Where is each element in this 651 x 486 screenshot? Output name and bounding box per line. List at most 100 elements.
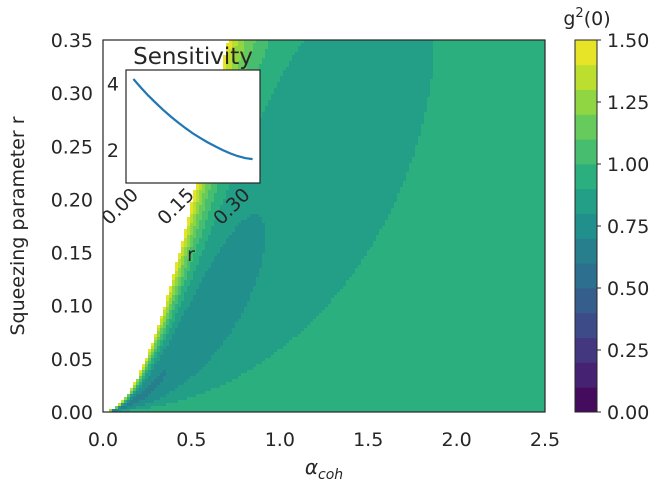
- contour-cell: [373, 244, 545, 248]
- inset-y-axis: 24: [107, 73, 119, 161]
- contour-cell: [229, 49, 236, 53]
- contour-cell: [178, 265, 182, 269]
- colorbar-band: [575, 238, 597, 264]
- contour-cell: [217, 214, 251, 218]
- contour-cell: [223, 55, 230, 59]
- contour-cell: [388, 214, 545, 218]
- contour-cell: [187, 223, 191, 227]
- contour-cell: [355, 271, 545, 275]
- contour-cell: [433, 70, 545, 74]
- colorbar-band: [575, 40, 597, 66]
- contour-cell: [160, 349, 164, 353]
- contour-cell: [151, 346, 155, 350]
- colorbar-band: [575, 64, 597, 90]
- contour-cell: [244, 43, 254, 47]
- contour-cell: [193, 238, 200, 242]
- contour-cell: [124, 397, 128, 401]
- contour-cell: [187, 379, 233, 383]
- contour-cell: [259, 214, 389, 218]
- contour-cell: [292, 58, 434, 62]
- contour-cell: [214, 223, 239, 227]
- contour-cell: [193, 277, 203, 281]
- contour-cell: [220, 247, 266, 251]
- contour-cell: [241, 160, 413, 164]
- contour-cell: [127, 397, 131, 401]
- contour-cell: [364, 256, 545, 260]
- contour-cell: [142, 376, 146, 380]
- contour-cell: [169, 289, 173, 293]
- contour-cell: [205, 199, 215, 203]
- contour-cell: [130, 394, 134, 398]
- contour-cell: [175, 331, 233, 335]
- contour-cell: [199, 193, 203, 197]
- colorbar-band: [575, 164, 597, 190]
- contour-cell: [208, 196, 215, 200]
- contour-cell: [235, 322, 311, 326]
- contour-cell: [211, 205, 221, 209]
- contour-cell: [301, 43, 434, 47]
- contour-cell: [187, 265, 191, 269]
- contour-cell: [283, 73, 434, 77]
- contour-cell: [193, 259, 200, 263]
- contour-cell: [259, 118, 425, 122]
- contour-cell: [145, 388, 155, 392]
- contour-cell: [187, 397, 545, 401]
- x-tick-label: 0.0: [88, 429, 118, 451]
- contour-cell: [151, 367, 155, 371]
- contour-cell: [259, 274, 353, 278]
- contour-cell: [391, 211, 545, 215]
- contour-cell: [199, 184, 203, 188]
- contour-cell: [163, 313, 167, 317]
- contour-cell: [196, 202, 203, 206]
- contour-cell: [151, 358, 155, 362]
- contour-cell: [262, 217, 389, 221]
- contour-cell: [211, 184, 218, 188]
- contour-cell: [184, 280, 191, 284]
- contour-cell: [118, 403, 122, 407]
- contour-cell: [235, 175, 407, 179]
- contour-cell: [163, 316, 167, 320]
- contour-cell: [142, 382, 152, 386]
- colorbar-tick-label: 0.00: [607, 402, 649, 424]
- contour-cell: [148, 376, 158, 380]
- contour-cell: [358, 265, 545, 269]
- contour-cell: [181, 241, 185, 245]
- contour-cell: [193, 226, 200, 230]
- contour-cell: [199, 211, 203, 215]
- contour-cell: [214, 193, 227, 197]
- contour-cell: [178, 277, 182, 281]
- contour-cell: [202, 199, 206, 203]
- contour-cell: [226, 241, 266, 245]
- contour-cell: [238, 64, 248, 68]
- contour-cell: [169, 340, 224, 344]
- contour-cell: [298, 49, 434, 53]
- contour-cell: [169, 301, 173, 305]
- contour-cell: [208, 268, 260, 272]
- contour-cell: [202, 250, 221, 254]
- contour-cell: [268, 100, 428, 104]
- contour-cell: [223, 343, 287, 347]
- contour-cell: [181, 301, 191, 305]
- contour-cell: [274, 88, 431, 92]
- inset-title: Sensitivity: [133, 44, 253, 70]
- contour-cell: [148, 364, 152, 368]
- colorbar-band: [575, 337, 597, 363]
- contour-cell: [169, 292, 173, 296]
- contour-cell: [232, 58, 242, 62]
- contour-cell: [409, 169, 545, 173]
- contour-cell: [253, 367, 545, 371]
- contour-cell: [238, 166, 410, 170]
- contour-cell: [190, 220, 194, 224]
- contour-cell: [397, 196, 545, 200]
- contour-cell: [388, 217, 545, 221]
- contour-cell: [112, 409, 119, 412]
- contour-cell: [244, 49, 254, 53]
- contour-cell: [202, 193, 209, 197]
- contour-cell: [181, 259, 185, 263]
- contour-cell: [253, 82, 278, 86]
- contour-cell: [427, 109, 545, 113]
- contour-cell: [259, 268, 356, 272]
- main-x-axis-label: αcoh: [305, 455, 343, 483]
- contour-cell: [433, 76, 545, 80]
- contour-cell: [181, 250, 185, 254]
